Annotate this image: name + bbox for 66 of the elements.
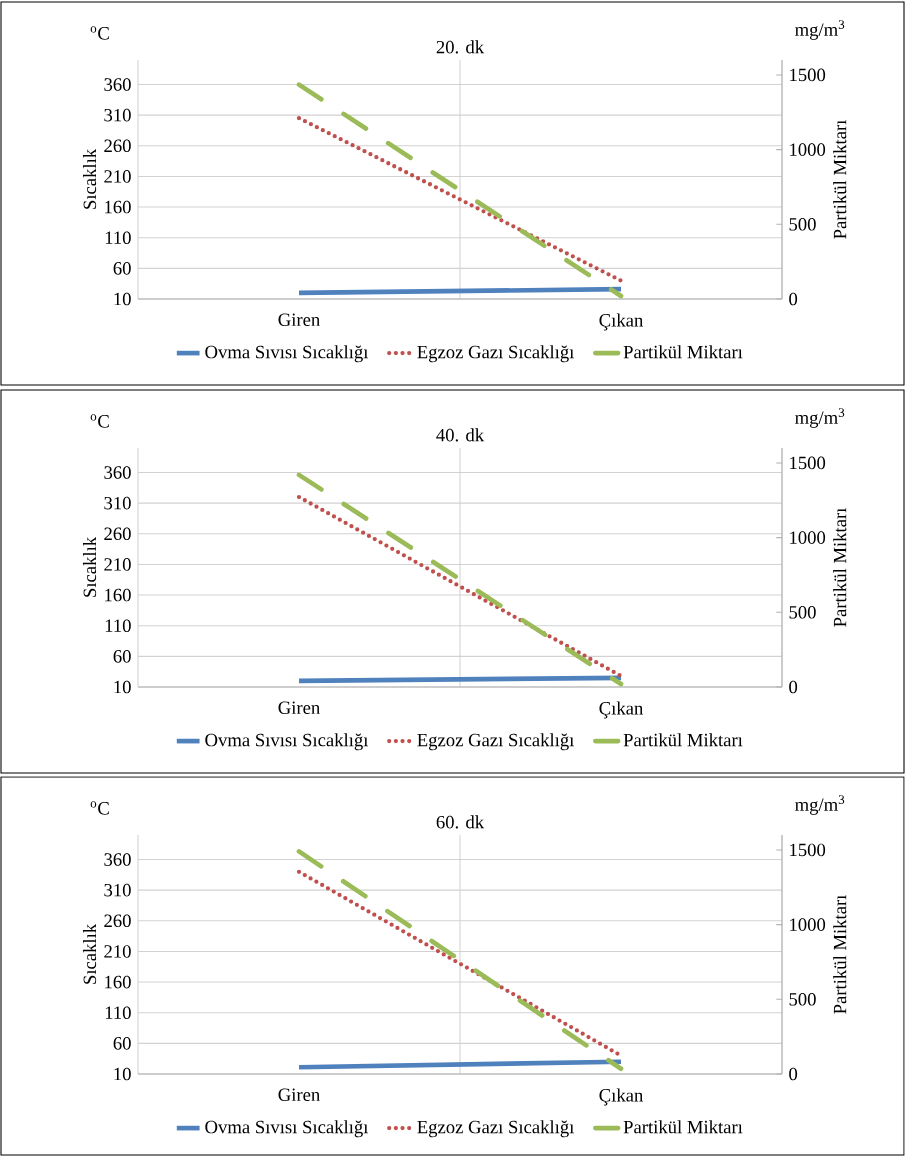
y2-tick-label: 0 (789, 1067, 798, 1081)
y2-axis-title: Partikül Miktarı (833, 894, 847, 1014)
legend-label: Partikül Miktarı (623, 1120, 743, 1134)
legend-label: Egzoz Gazı Sıcaklığı (417, 733, 575, 751)
text: mg/m$^{3}$ (795, 20, 845, 40)
y2-axis-title: Partikül Miktarı (833, 119, 847, 239)
x-tick-label: Giren (278, 1088, 320, 1102)
y2-tick-label: 500 (789, 606, 816, 619)
y-tick-label: 160 (105, 200, 131, 214)
y2-tick-label: 0 (789, 292, 798, 306)
y2-axis-title: Partikül Miktarı (833, 507, 847, 627)
y2-tick-label: 0 (789, 680, 798, 694)
y-tick-label: 260 (104, 527, 131, 541)
y-tick-label: 60 (113, 1037, 131, 1050)
y2-tick-label: 1000 (790, 531, 826, 544)
y2-tick-label: 500 (789, 993, 816, 1006)
y2-tick-label: 1500 (790, 456, 826, 470)
y2-tick-label: 1500 (790, 68, 826, 82)
x-tick-label: Çıkan (599, 313, 644, 331)
y-tick-label: 310 (104, 883, 131, 897)
y-tick-label: 10 (114, 1067, 131, 1081)
y2-tick-label: 1500 (790, 843, 826, 857)
y-axis-title: Sıcaklık (82, 536, 97, 597)
text: $^{o}$C (90, 801, 109, 815)
y-tick-label: 260 (104, 914, 131, 928)
legend-label: Ovma Sıvısı Sıcaklığı (205, 733, 369, 751)
chart-title: 60. dk (436, 815, 485, 829)
y-tick-label: 110 (105, 619, 131, 633)
y-tick-label: 360 (104, 466, 131, 479)
y-tick-label: 160 (105, 588, 131, 602)
y-tick-label: 310 (104, 108, 131, 122)
y-axis-title: Sıcaklık (82, 148, 97, 209)
y-tick-label: 210 (104, 945, 131, 958)
y-tick-label: 210 (104, 558, 131, 571)
chart-title: 20. dk (436, 40, 485, 54)
y-axis-title: Sıcaklık (82, 923, 97, 984)
x-tick-label: Giren (278, 701, 320, 715)
legend-label: Partikül Miktarı (623, 345, 743, 359)
y-tick-label: 110 (105, 231, 131, 245)
y2-tick-label: 500 (789, 218, 816, 231)
y-tick-label: 360 (104, 78, 131, 91)
legend-label: Egzoz Gazı Sıcaklığı (417, 345, 575, 363)
text: $^{o}$C (90, 414, 109, 428)
y2-tick-label: 1000 (790, 918, 826, 931)
legend-label: Ovma Sıvısı Sıcaklığı (205, 345, 369, 363)
x-tick-label: Çıkan (599, 1088, 644, 1106)
text: $^{o}$C (90, 26, 109, 40)
legend-label: Partikül Miktarı (623, 733, 743, 747)
text: mg/m$^{3}$ (795, 795, 845, 815)
x-tick-label: Giren (278, 313, 320, 327)
y-tick-label: 310 (104, 496, 131, 510)
y-tick-label: 260 (104, 139, 131, 153)
legend-label: Ovma Sıvısı Sıcaklığı (205, 1120, 369, 1138)
y-tick-label: 160 (105, 975, 131, 989)
x-tick-label: Çıkan (599, 701, 644, 719)
y-tick-label: 110 (105, 1006, 131, 1020)
y-tick-label: 60 (113, 262, 131, 275)
y-tick-label: 10 (114, 680, 131, 694)
y2-tick-label: 1000 (790, 143, 826, 156)
y-tick-label: 210 (104, 170, 131, 183)
y-tick-label: 10 (114, 292, 131, 306)
y-tick-label: 60 (113, 650, 131, 663)
y-tick-label: 360 (104, 853, 131, 866)
legend-label: Egzoz Gazı Sıcaklığı (417, 1120, 575, 1138)
chart-title: 40. dk (436, 428, 485, 442)
text: mg/m$^{3}$ (795, 408, 845, 428)
